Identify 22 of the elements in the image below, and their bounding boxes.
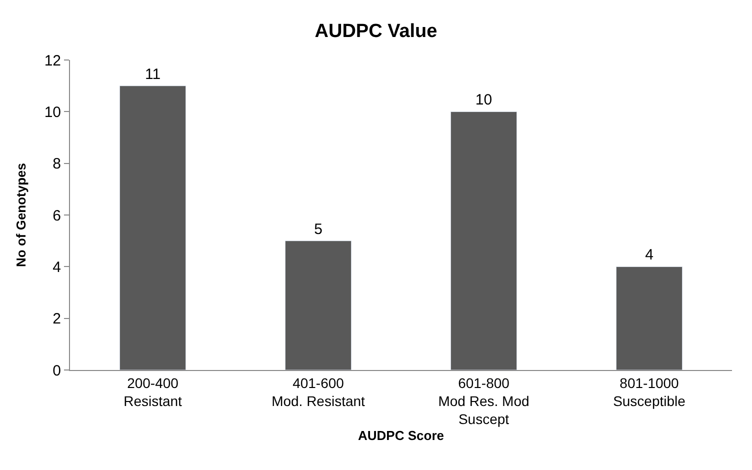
y-tick-label: 0 [52,362,61,380]
x-tick-label: 601-800 Mod Res. Mod Suscept [438,374,530,428]
x-axis-title: AUDPC Score [358,428,444,443]
y-axis-title: No of Genotypes [13,162,28,268]
y-tick-label: 2 [52,310,61,328]
bar [450,111,518,370]
y-tick-label: 10 [44,104,61,121]
data-label: 4 [645,246,654,264]
bar [119,86,186,370]
x-tick-label: 401-600 Mod. Resistant [272,374,366,409]
data-label: 11 [144,66,161,83]
data-label: 10 [475,92,492,109]
chart-title: AUDPC Value [314,20,438,42]
x-tick-label: 801-1000 Susceptible [613,374,686,409]
bar [616,266,683,370]
bar [284,240,352,370]
x-tick-label: 200-400 Resistant [124,374,182,409]
data-label: 5 [314,220,322,238]
y-tick-label: 6 [52,207,61,224]
y-tick-label: 4 [52,258,61,276]
y-tick-label: 8 [52,156,61,173]
y-tick-label: 12 [44,52,61,70]
